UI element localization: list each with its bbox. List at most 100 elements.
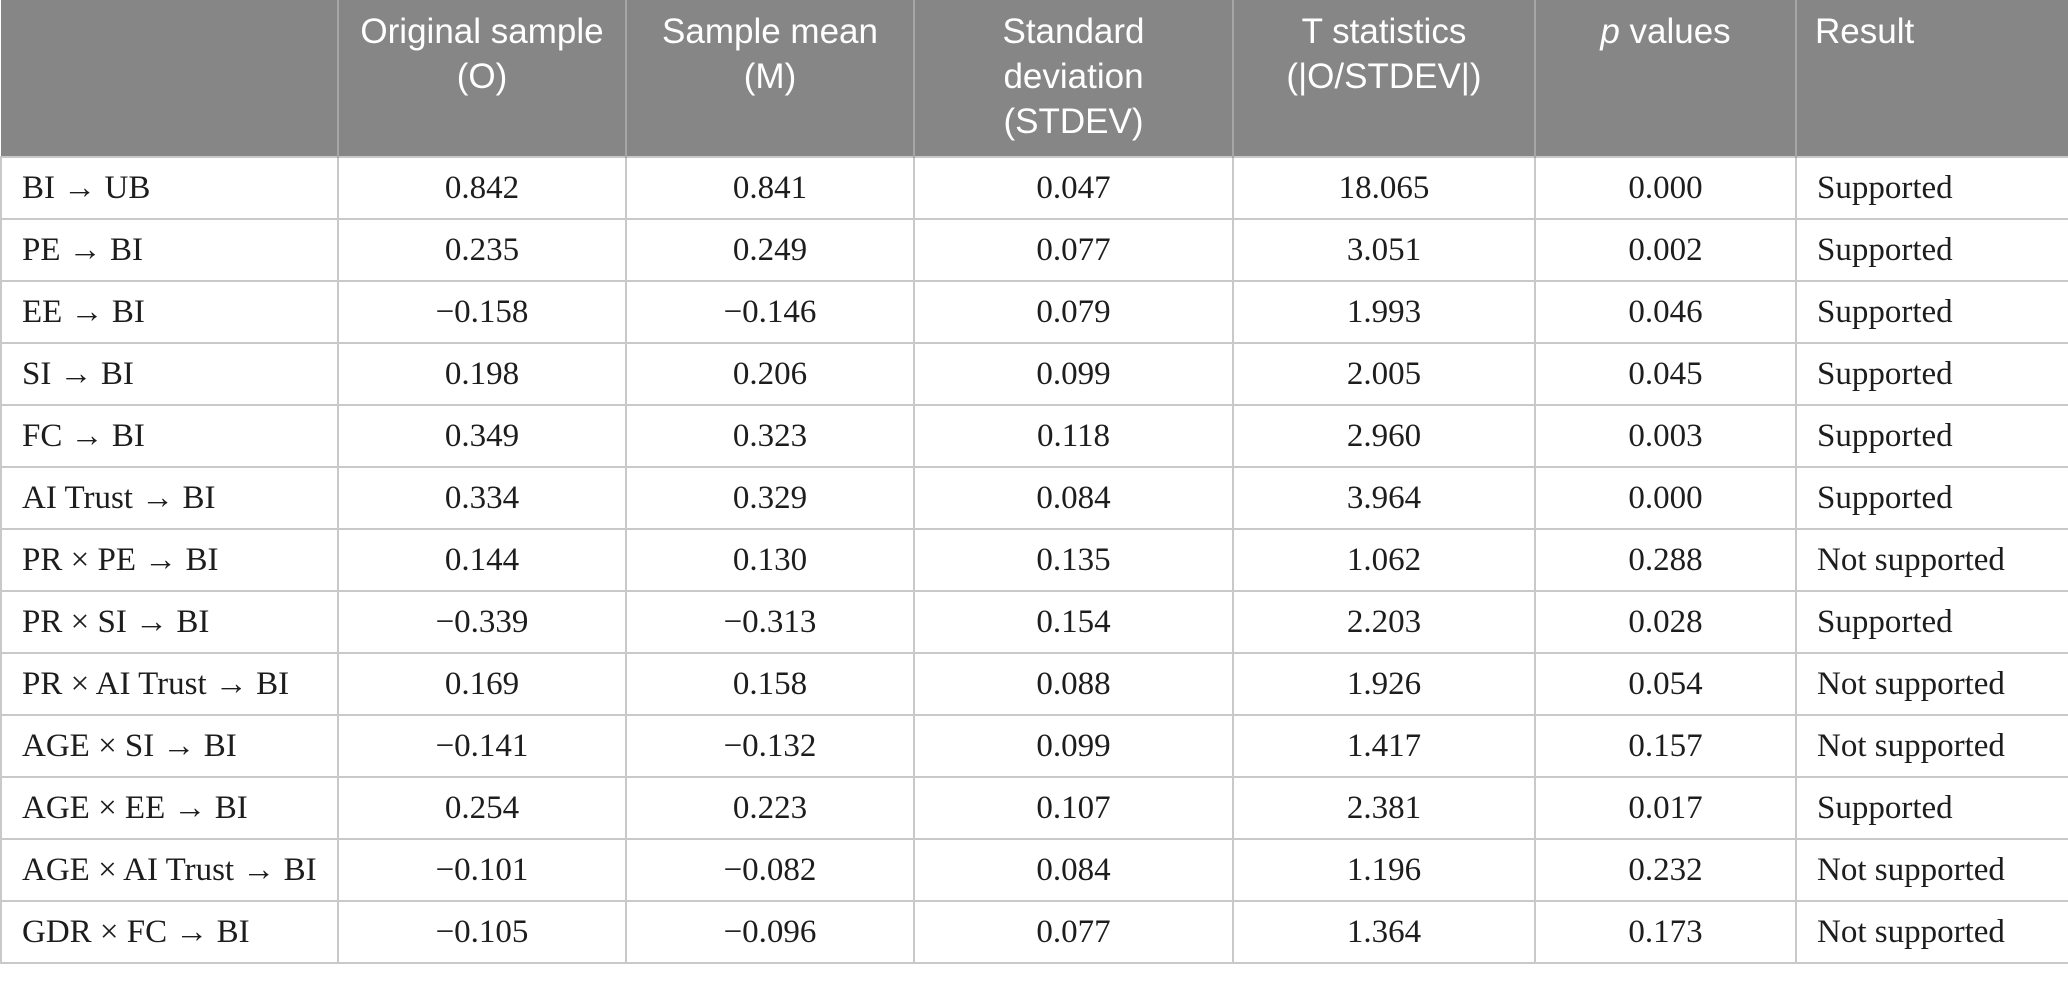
table-row: PE → BI 0.235 0.249 0.077 3.051 0.002 Supporte…: [0, 218, 2068, 282]
p-values-cell: 0.000: [1534, 156, 1797, 220]
t-statistics-cell: 1.417: [1232, 714, 1536, 778]
column-header-p-rest: values: [1619, 12, 1731, 51]
path-cell: EE → BI: [0, 280, 339, 344]
result-cell: Supported: [1795, 466, 2068, 530]
original-sample-cell: 0.235: [337, 218, 627, 282]
stdev-cell: 0.135: [913, 528, 1234, 592]
t-statistics-cell: 1.993: [1232, 280, 1536, 344]
original-sample-cell: −0.158: [337, 280, 627, 344]
stdev-cell: 0.077: [913, 218, 1234, 282]
stdev-cell: 0.047: [913, 156, 1234, 220]
stdev-cell: 0.118: [913, 404, 1234, 468]
path-cell: AI Trust → BI: [0, 466, 339, 530]
t-statistics-cell: 2.960: [1232, 404, 1536, 468]
original-sample-cell: 0.334: [337, 466, 627, 530]
column-header-p-italic: p: [1600, 12, 1620, 51]
original-sample-cell: 0.198: [337, 342, 627, 406]
result-cell: Supported: [1795, 404, 2068, 468]
t-statistics-cell: 2.203: [1232, 590, 1536, 654]
path-cell: SI → BI: [0, 342, 339, 406]
result-cell: Not supported: [1795, 528, 2068, 592]
original-sample-cell: 0.254: [337, 776, 627, 840]
sample-mean-cell: 0.329: [625, 466, 915, 530]
table-row: FC → BI 0.349 0.323 0.118 2.960 0.003 Supporte…: [0, 404, 2068, 468]
result-cell: Not supported: [1795, 652, 2068, 716]
sample-mean-cell: −0.132: [625, 714, 915, 778]
original-sample-cell: 0.144: [337, 528, 627, 592]
p-values-cell: 0.000: [1534, 466, 1797, 530]
stdev-cell: 0.154: [913, 590, 1234, 654]
path-cell: FC → BI: [0, 404, 339, 468]
results-table-body: BI → UB 0.842 0.841 0.047 18.065 0.000 Support…: [0, 156, 2068, 964]
header-row: Original sample (O) Sample mean (M) Stan…: [1, 0, 2068, 157]
t-statistics-cell: 1.926: [1232, 652, 1536, 716]
t-statistics-cell: 1.364: [1232, 900, 1536, 964]
column-header-stdev-label: Standard deviation (STDEV): [1002, 12, 1145, 141]
result-cell: Supported: [1795, 156, 2068, 220]
p-values-cell: 0.002: [1534, 218, 1797, 282]
sample-mean-cell: −0.313: [625, 590, 915, 654]
t-statistics-cell: 1.062: [1232, 528, 1536, 592]
result-cell: Supported: [1795, 280, 2068, 344]
column-header-result-label: Result: [1815, 12, 1915, 51]
table-row: PR × SI → BI −0.339 −0.313 0.154 2.203 0.028 S…: [0, 590, 2068, 654]
path-cell: PE → BI: [0, 218, 339, 282]
column-header-original-sample: Original sample (O): [337, 0, 626, 157]
column-header-p-values: p values: [1534, 0, 1796, 157]
result-cell: Not supported: [1795, 900, 2068, 964]
original-sample-cell: 0.169: [337, 652, 627, 716]
p-values-cell: 0.045: [1534, 342, 1797, 406]
original-sample-cell: −0.141: [337, 714, 627, 778]
original-sample-cell: −0.339: [337, 590, 627, 654]
path-cell: PR × PE → BI: [0, 528, 339, 592]
table-row: SI → BI 0.198 0.206 0.099 2.005 0.045 Supporte…: [0, 342, 2068, 406]
column-header-t-statistics: T statistics (|O/STDEV|): [1232, 0, 1535, 157]
stdev-cell: 0.077: [913, 900, 1234, 964]
column-header-path: [1, 0, 338, 157]
table-row: AI Trust → BI 0.334 0.329 0.084 3.964 0.000 Su…: [0, 466, 2068, 530]
p-values-cell: 0.288: [1534, 528, 1797, 592]
sample-mean-cell: 0.206: [625, 342, 915, 406]
column-header-sample-mean-label: Sample mean (M): [662, 12, 878, 96]
t-statistics-cell: 1.196: [1232, 838, 1536, 902]
result-cell: Not supported: [1795, 714, 2068, 778]
p-values-cell: 0.028: [1534, 590, 1797, 654]
sample-mean-cell: −0.082: [625, 838, 915, 902]
sample-mean-cell: 0.158: [625, 652, 915, 716]
table-row: AGE × EE → BI 0.254 0.223 0.107 2.381 0.017 Su…: [0, 776, 2068, 840]
stdev-cell: 0.099: [913, 342, 1234, 406]
stdev-cell: 0.079: [913, 280, 1234, 344]
path-cell: BI → UB: [0, 156, 339, 220]
stdev-cell: 0.107: [913, 776, 1234, 840]
table-row: PR × AI Trust → BI 0.169 0.158 0.088 1.926 0.…: [0, 652, 2068, 716]
p-values-cell: 0.054: [1534, 652, 1797, 716]
result-cell: Not supported: [1795, 838, 2068, 902]
column-header-sample-mean: Sample mean (M): [625, 0, 914, 157]
column-header-stdev: Standard deviation (STDEV): [913, 0, 1233, 157]
sample-mean-cell: −0.096: [625, 900, 915, 964]
p-values-cell: 0.157: [1534, 714, 1797, 778]
t-statistics-cell: 3.964: [1232, 466, 1536, 530]
t-statistics-cell: 2.381: [1232, 776, 1536, 840]
sample-mean-cell: −0.146: [625, 280, 915, 344]
t-statistics-cell: 3.051: [1232, 218, 1536, 282]
column-header-t-statistics-label: T statistics (|O/STDEV|): [1286, 12, 1482, 96]
p-values-cell: 0.046: [1534, 280, 1797, 344]
table-row: GDR × FC → BI −0.105 −0.096 0.077 1.364 0.173…: [0, 900, 2068, 964]
result-cell: Supported: [1795, 590, 2068, 654]
original-sample-cell: −0.101: [337, 838, 627, 902]
table-row: BI → UB 0.842 0.841 0.047 18.065 0.000 Support…: [0, 156, 2068, 220]
result-cell: Supported: [1795, 342, 2068, 406]
sample-mean-cell: 0.223: [625, 776, 915, 840]
stdev-cell: 0.084: [913, 466, 1234, 530]
p-values-cell: 0.017: [1534, 776, 1797, 840]
original-sample-cell: 0.349: [337, 404, 627, 468]
original-sample-cell: −0.105: [337, 900, 627, 964]
stdev-cell: 0.084: [913, 838, 1234, 902]
column-header-result: Result: [1795, 0, 2068, 157]
result-cell: Supported: [1795, 776, 2068, 840]
column-header-original-sample-label: Original sample (O): [360, 12, 604, 96]
original-sample-cell: 0.842: [337, 156, 627, 220]
